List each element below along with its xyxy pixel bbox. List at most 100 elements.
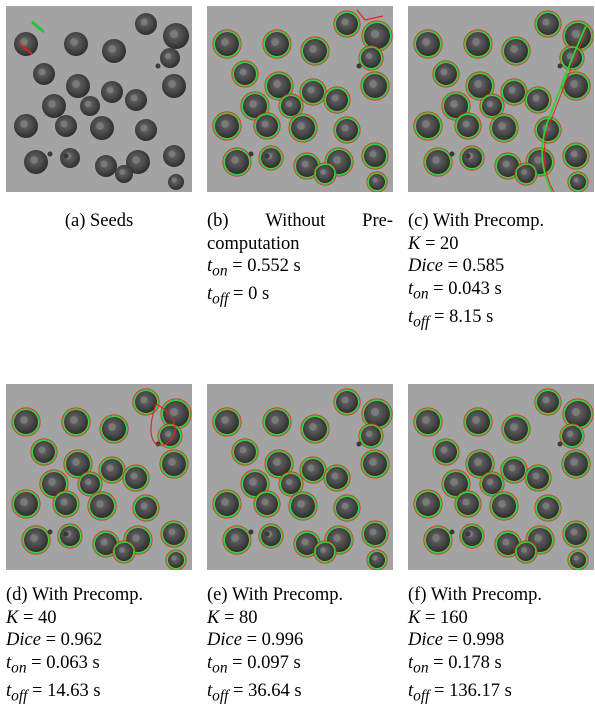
contour-red — [423, 525, 453, 555]
contour-red — [534, 10, 562, 38]
seed-green-stroke — [31, 20, 45, 34]
cell-highlight — [372, 177, 378, 183]
caption-e-line-2: ton = 0.097 s — [207, 652, 301, 677]
contour-red — [524, 464, 552, 492]
contour-red — [323, 86, 351, 114]
debris — [449, 151, 455, 157]
cell-highlight — [221, 38, 229, 46]
cell — [369, 552, 385, 568]
contour-green — [490, 114, 519, 143]
contour-red — [333, 10, 361, 38]
cell-highlight — [119, 547, 125, 553]
contour-red — [57, 523, 83, 549]
contour-red — [494, 152, 522, 180]
contour-green — [414, 29, 442, 58]
cell-highlight — [285, 100, 293, 108]
cell-highlight — [261, 120, 269, 128]
contour-green — [300, 79, 327, 106]
cell-highlight — [100, 538, 108, 546]
contour-red — [479, 93, 505, 119]
cell-highlight — [132, 534, 140, 542]
caption-c-title: (c) With Precomp. — [408, 211, 545, 231]
cell-highlight — [532, 472, 540, 480]
cell-highlight — [450, 478, 458, 486]
contour-green — [113, 541, 136, 564]
contour-red — [360, 71, 390, 101]
contour-green — [78, 472, 103, 497]
caption-e: (e) With Precomp. K = 80 Dice = 0.996 to… — [207, 584, 397, 708]
debris — [248, 529, 254, 535]
contour-red — [324, 525, 354, 555]
cell-highlight — [369, 80, 377, 88]
debris — [449, 529, 455, 535]
cell-highlight — [164, 52, 172, 60]
panel-a-image — [6, 6, 192, 192]
cell-highlight — [573, 555, 579, 561]
caption-d-line-1: Dice = 0.962 — [6, 630, 103, 650]
debris — [63, 531, 69, 537]
contour-red — [463, 407, 493, 437]
contour-red — [413, 29, 443, 59]
contour-red — [132, 388, 160, 416]
cell-highlight — [521, 169, 527, 175]
contour-green — [324, 87, 351, 114]
cell-highlight — [140, 18, 148, 26]
caption-a-title: (a) Seeds — [64, 211, 134, 231]
contour-red — [212, 111, 242, 141]
caption-d: (d) With Precomp. K = 40 Dice = 0.962 to… — [6, 584, 196, 708]
caption-e-title: (e) With Precomp. — [207, 585, 344, 605]
contour-green — [63, 450, 92, 479]
contour-green — [324, 465, 351, 492]
cell-highlight — [422, 416, 430, 424]
debris — [356, 63, 362, 69]
cell-highlight — [140, 396, 148, 404]
contour-green — [258, 524, 283, 549]
contour-green — [515, 541, 538, 564]
contour-red — [288, 491, 318, 521]
contour-green — [535, 117, 562, 144]
segmentation-k160-image — [408, 384, 594, 570]
cell-highlight — [570, 80, 578, 88]
seeds-microscopy-image — [6, 6, 192, 192]
cell-highlight — [301, 160, 309, 168]
cell-highlight — [273, 80, 281, 88]
cell-highlight — [450, 100, 458, 108]
contour-red — [264, 71, 294, 101]
contour-red — [11, 407, 41, 437]
contour-red — [559, 45, 585, 71]
cell-highlight — [309, 45, 317, 53]
contour-red — [293, 530, 321, 558]
contour-green — [465, 72, 494, 101]
contour-green — [423, 526, 452, 555]
caption-e-line-3: toff = 36.64 s — [207, 680, 302, 705]
contour-red — [494, 530, 522, 558]
debris — [47, 529, 53, 535]
contour-green — [560, 45, 585, 70]
cell-highlight — [534, 156, 542, 164]
contour-red — [264, 449, 294, 479]
cell-highlight — [571, 29, 581, 39]
contour-red — [258, 523, 284, 549]
contour-green — [334, 11, 361, 37]
debris — [465, 531, 471, 537]
cell-highlight — [140, 502, 148, 510]
cell-highlight — [570, 150, 578, 158]
cell-highlight — [341, 124, 349, 132]
contour-red — [534, 388, 562, 416]
cell-highlight — [365, 52, 373, 60]
cell-highlight — [474, 458, 482, 466]
cell-highlight — [30, 156, 38, 164]
contour-green — [39, 470, 68, 499]
caption-e-line-1: Dice = 0.996 — [207, 630, 304, 650]
contour-green — [314, 541, 337, 564]
contour-red — [514, 540, 538, 564]
cell — [570, 552, 586, 568]
contour-red — [52, 490, 80, 518]
cell-highlight — [301, 538, 309, 546]
cell-highlight — [168, 80, 176, 88]
contour-green — [562, 72, 591, 101]
contour-red — [413, 489, 443, 519]
contour-green — [213, 112, 241, 141]
contour-red — [465, 71, 495, 101]
caption-c-line-3: toff = 8.15 s — [408, 306, 494, 331]
